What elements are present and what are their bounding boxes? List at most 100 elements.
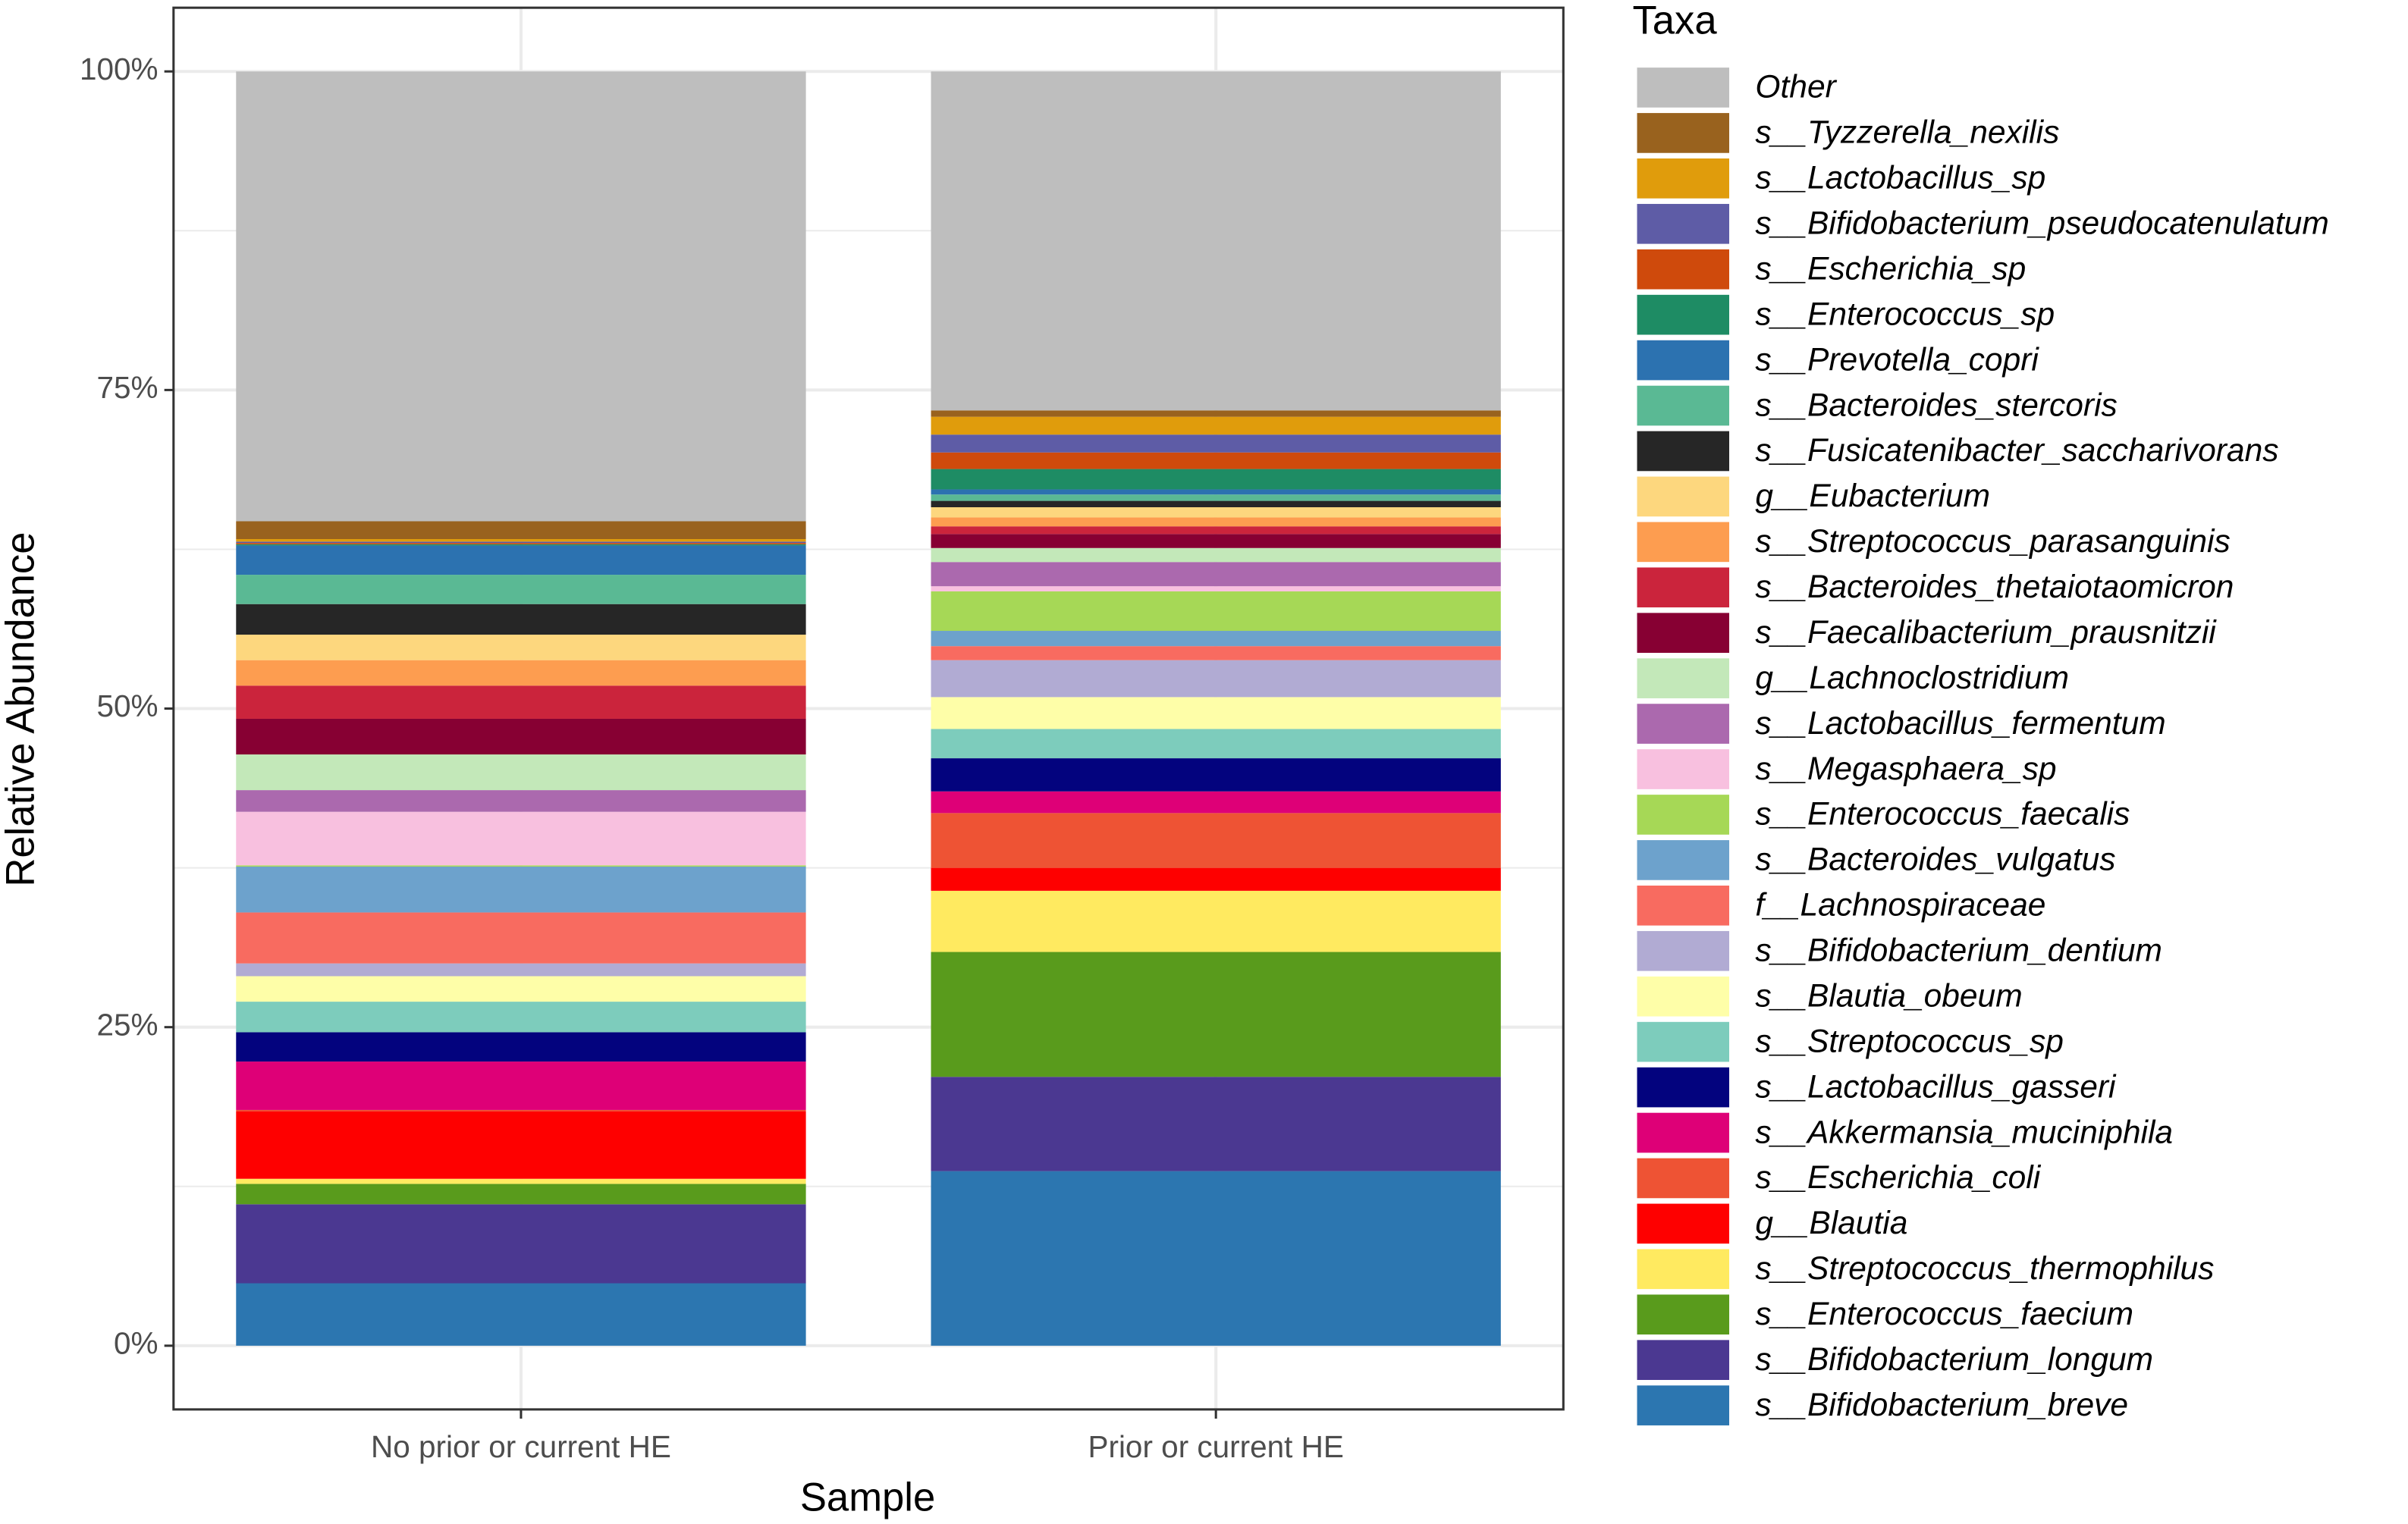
bar-segment bbox=[931, 489, 1501, 495]
bar-segment bbox=[236, 1283, 806, 1346]
legend-key bbox=[1637, 67, 1730, 108]
bar-segment bbox=[236, 718, 806, 755]
legend-label: s__Lactobacillus_gasseri bbox=[1755, 1069, 2117, 1105]
bar-segment bbox=[236, 754, 806, 791]
bar-segment bbox=[236, 1109, 806, 1112]
legend-label: s__Bifidobacterium_pseudocatenulatum bbox=[1755, 206, 2328, 242]
legend-label: s__Prevotella_copri bbox=[1755, 342, 2039, 378]
bar-segment bbox=[931, 71, 1501, 411]
legend-key bbox=[1637, 340, 1730, 381]
bar-segment bbox=[931, 434, 1501, 453]
legend-label: s__Bifidobacterium_breve bbox=[1755, 1388, 2128, 1423]
bar-segment bbox=[236, 543, 806, 544]
bar-segment bbox=[931, 758, 1501, 792]
legend-key bbox=[1637, 1021, 1730, 1062]
bar-segment bbox=[931, 586, 1501, 591]
bar-segment bbox=[931, 547, 1501, 563]
bar-segment bbox=[236, 790, 806, 812]
legend-label: g__Lachnoclostridium bbox=[1755, 660, 2069, 696]
bar-segment bbox=[931, 729, 1501, 759]
x-tick-label: Prior or current HE bbox=[1088, 1429, 1343, 1464]
legend-label: s__Bacteroides_thetaiotaomicron bbox=[1755, 569, 2234, 605]
bar-segment bbox=[931, 469, 1501, 490]
bar-segment bbox=[931, 526, 1501, 535]
bar-segment bbox=[236, 1002, 806, 1033]
legend-key bbox=[1637, 749, 1730, 789]
legend-key bbox=[1637, 1067, 1730, 1108]
legend-key bbox=[1637, 385, 1730, 426]
legend-key bbox=[1637, 113, 1730, 153]
bar-segment bbox=[931, 500, 1501, 507]
legend-label: s__Enterococcus_faecalis bbox=[1755, 797, 2130, 833]
legend-label: Other bbox=[1755, 70, 1837, 105]
legend-key bbox=[1637, 431, 1730, 472]
legend-label: s__Blautia_obeum bbox=[1755, 978, 2022, 1014]
legend-label: s__Bacteroides_vulgatus bbox=[1755, 842, 2115, 878]
bar-segment bbox=[931, 867, 1501, 891]
legend-label: s__Enterococcus_faecium bbox=[1755, 1297, 2133, 1332]
legend-key bbox=[1637, 1158, 1730, 1199]
legend-label: s__Megasphaera_sp bbox=[1755, 751, 2056, 787]
bar-segment bbox=[931, 697, 1501, 729]
legend-label: s__Bacteroides_stercoris bbox=[1755, 387, 2117, 423]
legend-label: g__Eubacterium bbox=[1755, 478, 1990, 514]
legend-label: s__Lactobacillus_fermentum bbox=[1755, 706, 2165, 742]
bar-segment bbox=[931, 494, 1501, 501]
bar-segment bbox=[236, 865, 806, 867]
legend-key bbox=[1637, 1112, 1730, 1153]
legend-label: f__Lachnospiraceae bbox=[1755, 888, 2045, 923]
legend-key bbox=[1637, 203, 1730, 244]
bar-segment bbox=[236, 976, 806, 1002]
legend-key bbox=[1637, 522, 1730, 563]
bar-segment bbox=[931, 791, 1501, 814]
legend-label: s__Lactobacillus_sp bbox=[1755, 161, 2045, 196]
bar-segment bbox=[236, 1111, 806, 1179]
y-tick-label: 50% bbox=[97, 688, 159, 723]
legend-key bbox=[1637, 567, 1730, 608]
legend-key bbox=[1637, 704, 1730, 744]
legend-label: s__Bifidobacterium_longum bbox=[1755, 1342, 2153, 1378]
y-tick-label: 25% bbox=[97, 1007, 159, 1042]
legend-label: s__Enterococcus_sp bbox=[1755, 296, 2055, 332]
bar-segment bbox=[931, 591, 1501, 632]
legend-key bbox=[1637, 1249, 1730, 1290]
bar-segment bbox=[236, 1184, 806, 1205]
bar-segment bbox=[236, 866, 806, 913]
legend-key bbox=[1637, 294, 1730, 335]
legend-label: s__Streptococcus_parasanguinis bbox=[1755, 524, 2230, 560]
legend-label: s__Escherichia_sp bbox=[1755, 251, 2026, 287]
bar-segment bbox=[236, 1032, 806, 1062]
legend-key bbox=[1637, 158, 1730, 199]
x-axis-title: Sample bbox=[800, 1475, 935, 1520]
legend-key bbox=[1637, 886, 1730, 926]
x-tick-label: No prior or current HE bbox=[371, 1429, 671, 1464]
bar-segment bbox=[236, 963, 806, 977]
legend-key bbox=[1637, 976, 1730, 1017]
legend-label: s__Streptococcus_sp bbox=[1755, 1024, 2064, 1059]
bar-segment bbox=[931, 562, 1501, 587]
legend-key bbox=[1637, 1294, 1730, 1335]
legend-label: s__Tyzzerella_nexilis bbox=[1755, 115, 2059, 151]
y-axis-title: Relative Abundance bbox=[0, 532, 43, 886]
legend-label: s__Faecalibacterium_prausnitzii bbox=[1755, 615, 2217, 651]
legend-label: s__Bifidobacterium_dentium bbox=[1755, 933, 2162, 969]
bar-segment bbox=[236, 575, 806, 604]
legend-key bbox=[1637, 930, 1730, 971]
bar-segment bbox=[931, 416, 1501, 435]
legend-key bbox=[1637, 795, 1730, 835]
y-tick-label: 0% bbox=[114, 1326, 159, 1361]
bar-segment bbox=[236, 1204, 806, 1284]
bar-segment bbox=[236, 1061, 806, 1110]
bar-segment bbox=[236, 539, 806, 542]
legend-key bbox=[1637, 613, 1730, 654]
panel-border bbox=[172, 6, 1565, 1411]
legend-label: g__Blautia bbox=[1755, 1206, 1907, 1241]
legend-key bbox=[1637, 1203, 1730, 1244]
bar-segment bbox=[931, 1077, 1501, 1171]
legend-label: s__Escherichia_coli bbox=[1755, 1160, 2041, 1196]
bar-segment bbox=[236, 912, 806, 964]
legend-key bbox=[1637, 1340, 1730, 1381]
legend-key bbox=[1637, 249, 1730, 290]
